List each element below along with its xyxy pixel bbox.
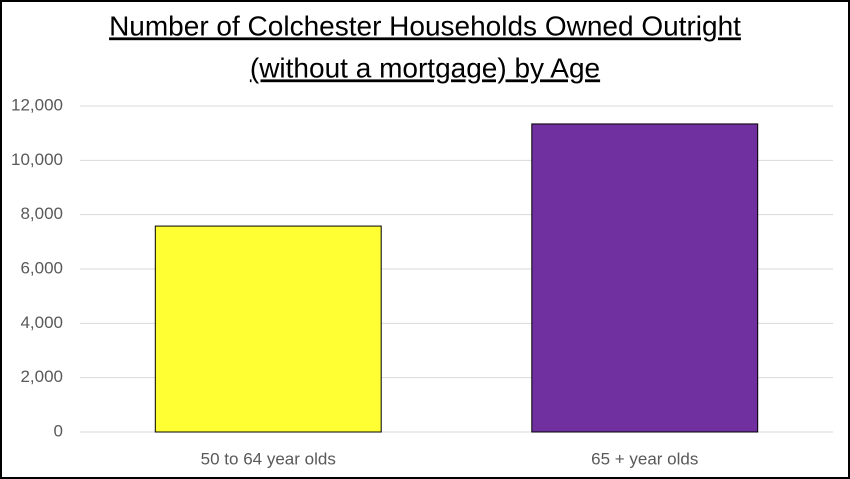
x-tick-label: 65 + year olds bbox=[591, 449, 698, 468]
y-tick-label: 6,000 bbox=[20, 258, 63, 277]
x-tick-label: 50 to 64 year olds bbox=[201, 449, 336, 468]
y-tick-label: 10,000 bbox=[11, 150, 63, 169]
bar bbox=[531, 123, 759, 433]
chart-title: Number of Colchester Households Owned Ou… bbox=[109, 10, 741, 41]
y-tick-label: 8,000 bbox=[20, 204, 63, 223]
y-tick-label: 0 bbox=[54, 421, 63, 440]
chart-title: (without a mortgage) by Age bbox=[250, 52, 600, 83]
bar bbox=[154, 225, 382, 433]
y-tick-label: 12,000 bbox=[11, 95, 63, 114]
y-tick-label: 4,000 bbox=[20, 313, 63, 332]
y-tick-label: 2,000 bbox=[20, 367, 63, 386]
